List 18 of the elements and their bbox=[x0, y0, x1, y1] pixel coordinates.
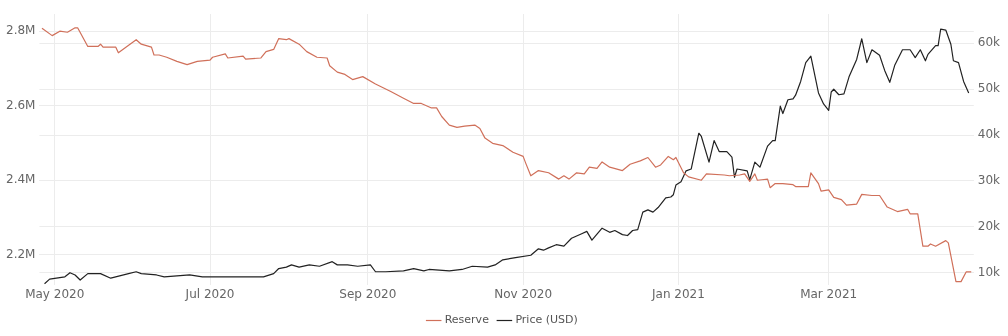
x-tick-label: Mar 2021 bbox=[800, 286, 858, 301]
y-tick-label: 2.2M bbox=[6, 246, 36, 261]
legend-label: Price (USD) bbox=[515, 313, 578, 327]
y-tick-label: 2.6M bbox=[6, 97, 36, 112]
y2-tick-label: 20k bbox=[977, 218, 1001, 233]
y-tick-label: 2.4M bbox=[6, 172, 36, 187]
y2-tick-label: 40k bbox=[977, 127, 1001, 142]
x-tick-label: May 2020 bbox=[25, 286, 85, 301]
y2-tick-label: 50k bbox=[977, 81, 1001, 96]
x-tick-label: Nov 2020 bbox=[494, 286, 553, 301]
y2-tick-label: 10k bbox=[977, 264, 1001, 279]
y2-tick-label: 30k bbox=[977, 173, 1001, 188]
legend-label: Reserve bbox=[444, 313, 490, 327]
x-tick-label: Sep 2020 bbox=[339, 286, 397, 301]
y-tick-label: 2.8M bbox=[6, 23, 36, 38]
x-tick-label: Jan 2021 bbox=[651, 286, 705, 301]
y2-tick-label: 60k bbox=[977, 35, 1001, 50]
x-tick-label: Jul 2020 bbox=[184, 286, 235, 301]
